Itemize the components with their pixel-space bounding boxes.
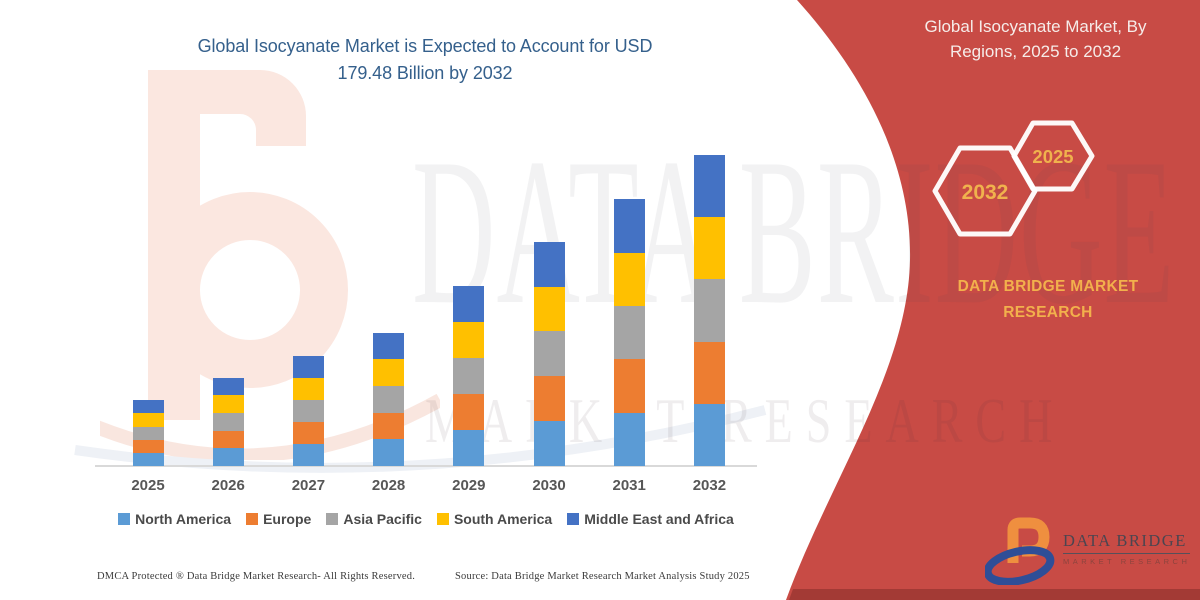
footer-dmca-text: DMCA Protected ® Data Bridge Market Rese… bbox=[97, 571, 416, 582]
legend-label-europe: Europe bbox=[263, 511, 312, 527]
bar-segment-europe-2030 bbox=[533, 376, 565, 422]
legend-item-asia-pacific: Asia Pacific bbox=[326, 511, 422, 527]
bar-segment-europe-2032 bbox=[693, 341, 725, 404]
x-axis-label-2027: 2027 bbox=[291, 477, 326, 494]
chart-title-line2: 179.48 Billion by 2032 bbox=[337, 63, 513, 83]
bar-segment-asia-pacific-2029 bbox=[453, 357, 485, 394]
bar-segment-south-america-2030 bbox=[533, 286, 565, 332]
bar-segment-north-america-2029 bbox=[453, 430, 485, 466]
bar-segment-europe-2027 bbox=[292, 422, 324, 444]
legend-item-north-america: North America bbox=[118, 511, 231, 527]
right-panel-heading: Global Isocyanate Market, By Regions, 20… bbox=[878, 14, 1193, 64]
bar-segment-south-america-2029 bbox=[453, 321, 485, 358]
bar-segment-south-america-2031 bbox=[613, 252, 645, 306]
x-axis-label-2025: 2025 bbox=[131, 477, 165, 494]
legend-item-middle-east-and-africa: Middle East and Africa bbox=[567, 511, 734, 527]
hexagon-2032-label: 2032 bbox=[962, 181, 1009, 204]
logo-name-text: DATA BRIDGE bbox=[1063, 531, 1191, 554]
bar-segment-south-america-2026 bbox=[212, 395, 244, 413]
x-axis-label-2032: 2032 bbox=[692, 477, 727, 494]
logo-tagline-text: MARKET RESEARCH bbox=[1063, 557, 1191, 566]
bar-segment-south-america-2027 bbox=[292, 378, 324, 400]
bar-segment-south-america-2028 bbox=[373, 359, 405, 386]
brand-wordmark: DATA BRIDGE MARKET RESEARCH bbox=[957, 278, 1139, 321]
legend-swatch-europe bbox=[246, 513, 259, 525]
legend-swatch-north-america bbox=[118, 513, 131, 525]
bar-segment-middle-east-and-africa-2025 bbox=[132, 400, 164, 414]
bar-segment-middle-east-and-africa-2027 bbox=[292, 356, 324, 378]
x-axis-line bbox=[95, 465, 757, 467]
bar-segment-north-america-2031 bbox=[613, 412, 645, 466]
bar-segment-europe-2031 bbox=[613, 359, 645, 413]
bar-segment-europe-2029 bbox=[453, 394, 485, 430]
legend-label-asia-pacific: Asia Pacific bbox=[343, 511, 422, 527]
bar-segment-north-america-2027 bbox=[292, 444, 324, 466]
bar-segment-north-america-2026 bbox=[212, 448, 244, 466]
chart-title-line1: Global Isocyanate Market is Expected to … bbox=[197, 36, 653, 56]
bar-segment-asia-pacific-2026 bbox=[212, 412, 244, 431]
bar-segment-north-america-2025 bbox=[132, 452, 164, 466]
bar-segment-middle-east-and-africa-2030 bbox=[533, 241, 565, 287]
bar-segment-north-america-2028 bbox=[373, 439, 405, 466]
bar-segment-asia-pacific-2028 bbox=[373, 385, 405, 413]
legend-swatch-south-america bbox=[436, 513, 449, 525]
red-shape bbox=[786, 0, 1200, 600]
bar-segment-north-america-2030 bbox=[533, 421, 565, 466]
bar-segment-asia-pacific-2030 bbox=[533, 331, 565, 377]
bar-segment-europe-2026 bbox=[212, 430, 244, 449]
logo-text-column: DATA BRIDGE MARKET RESEARCH bbox=[1063, 517, 1191, 566]
x-axis-label-2028: 2028 bbox=[371, 477, 406, 494]
bar-segment-south-america-2032 bbox=[693, 217, 725, 280]
bar-segment-asia-pacific-2027 bbox=[292, 400, 324, 422]
x-axis-label-2029: 2029 bbox=[452, 477, 486, 494]
footer-source-text: Source: Data Bridge Market Research Mark… bbox=[455, 571, 750, 582]
bar-segment-asia-pacific-2025 bbox=[132, 426, 164, 440]
watermark-b-bowl bbox=[152, 192, 348, 388]
chart-title: Global Isocyanate Market is Expected to … bbox=[125, 33, 725, 87]
legend-label-north-america: North America bbox=[135, 511, 232, 527]
legend-label-south-america: South America bbox=[453, 511, 553, 527]
bar-segment-middle-east-and-africa-2031 bbox=[613, 199, 645, 253]
data-bridge-logo-icon bbox=[985, 517, 1055, 585]
bar-segment-asia-pacific-2032 bbox=[693, 279, 725, 342]
right-panel-heading-line1: Global Isocyanate Market, By bbox=[924, 17, 1147, 36]
x-axis-label-2026: 2026 bbox=[211, 477, 245, 494]
bar-segment-middle-east-and-africa-2032 bbox=[693, 154, 725, 218]
watermark-b-logo bbox=[100, 70, 440, 460]
right-panel-heading-line2: Regions, 2025 to 2032 bbox=[949, 42, 1122, 61]
x-axis-label-2030: 2030 bbox=[532, 477, 566, 494]
hexagon-2025-label: 2025 bbox=[1032, 146, 1073, 167]
bar-segment-middle-east-and-africa-2029 bbox=[453, 285, 485, 322]
legend-label-middle-east-and-africa: Middle East and Africa bbox=[584, 511, 734, 527]
data-bridge-logo: DATA BRIDGE MARKET RESEARCH bbox=[985, 517, 1191, 585]
bar-segment-asia-pacific-2031 bbox=[613, 305, 645, 360]
bar-segment-south-america-2025 bbox=[132, 413, 164, 427]
x-axis-label-2031: 2031 bbox=[612, 477, 646, 494]
bar-segment-north-america-2032 bbox=[693, 403, 725, 466]
bar-segment-europe-2025 bbox=[132, 439, 164, 453]
bar-segment-europe-2028 bbox=[373, 412, 405, 440]
red-bottom-strip bbox=[789, 589, 1200, 600]
legend-item-europe: Europe bbox=[246, 511, 311, 527]
legend-swatch-asia-pacific bbox=[326, 513, 339, 525]
year-hexagons: 2032 2025 bbox=[932, 120, 1095, 237]
chart-legend: North America Europe Asia Pacific South Ame… bbox=[95, 511, 757, 527]
legend-item-south-america: South America bbox=[436, 511, 553, 527]
hexagon-2025 bbox=[1011, 120, 1095, 192]
bar-segment-middle-east-and-africa-2026 bbox=[212, 377, 244, 396]
bar-segment-middle-east-and-africa-2028 bbox=[373, 332, 405, 360]
legend-swatch-middle-east-and-africa bbox=[567, 513, 580, 525]
